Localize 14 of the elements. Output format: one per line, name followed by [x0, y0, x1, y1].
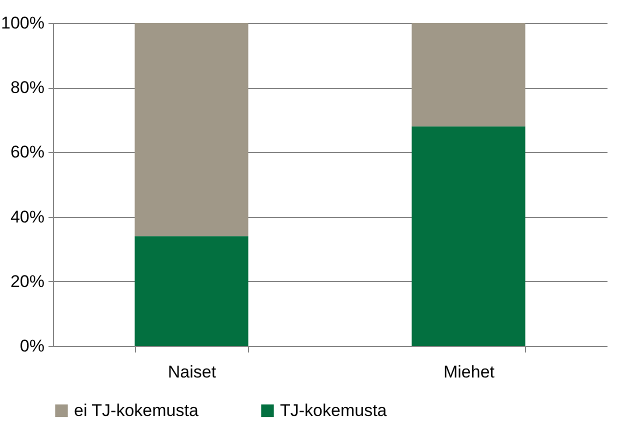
bar — [412, 23, 526, 126]
bar — [134, 23, 248, 236]
bar — [412, 126, 526, 346]
y-tick-label: 0% — [20, 336, 44, 356]
x-tick-label: Miehet — [443, 362, 495, 382]
y-tick-label: 60% — [10, 142, 44, 162]
y-tick-label: 100% — [1, 14, 44, 32]
legend-label: TJ-kokemusta — [280, 400, 388, 420]
x-tick-label: Naiset — [168, 362, 216, 382]
y-tick-label: 80% — [10, 78, 44, 98]
legend-label: ei TJ-kokemusta — [74, 400, 199, 420]
bar — [134, 236, 248, 346]
y-tick-label: 40% — [10, 207, 44, 226]
y-tick-label: 20% — [10, 272, 44, 291]
